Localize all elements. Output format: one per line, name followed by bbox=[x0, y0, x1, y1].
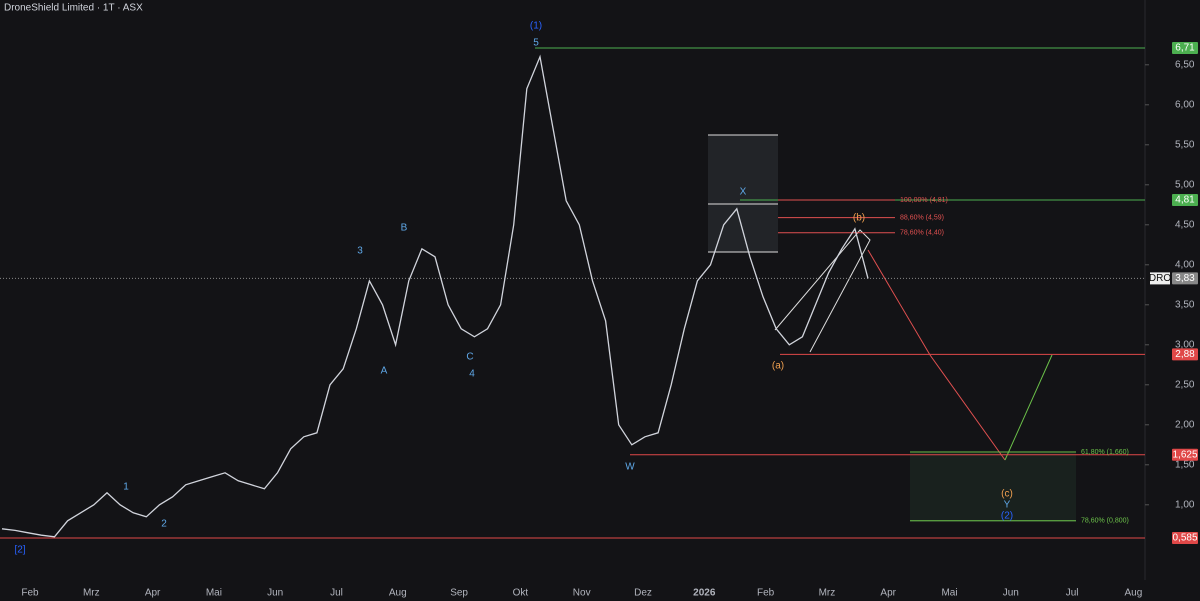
y-tick-label: 6,50 bbox=[1175, 59, 1195, 70]
wave-label: [2] bbox=[14, 545, 25, 556]
x-tick-label: Okt bbox=[513, 588, 529, 599]
y-tick-label: 3,00 bbox=[1175, 339, 1195, 350]
wave-label: (2) bbox=[1001, 511, 1013, 522]
x-tick-label: Nov bbox=[573, 588, 591, 599]
x-tick-label: Sep bbox=[450, 588, 468, 599]
ticker-tag bbox=[1150, 272, 1170, 285]
price-tag bbox=[1172, 448, 1198, 461]
x-tick-label: Jul bbox=[1066, 588, 1079, 599]
x-tick-label: Aug bbox=[389, 588, 407, 599]
price-tag-label: 1,625 bbox=[1172, 449, 1197, 460]
y-tick-label: 1,50 bbox=[1175, 459, 1195, 470]
x-tick-label: Jul bbox=[330, 588, 343, 599]
x-tick-label: Mai bbox=[941, 588, 957, 599]
x-tick-label: Jun bbox=[1003, 588, 1019, 599]
y-tick-label: 5,50 bbox=[1175, 139, 1195, 150]
y-tick-label: 2,50 bbox=[1175, 379, 1195, 390]
projection-down bbox=[867, 249, 1006, 461]
wave-label: C bbox=[466, 352, 473, 363]
wave-label: A bbox=[381, 366, 388, 377]
price-tag bbox=[1172, 348, 1198, 361]
wave-label: 3 bbox=[357, 246, 363, 257]
fib-label: 88,60% (4,59) bbox=[900, 214, 944, 221]
ticker-label: DRO bbox=[1149, 273, 1171, 284]
x-tick-label: Feb bbox=[757, 588, 775, 599]
price-tag-label: 0,585 bbox=[1172, 533, 1197, 544]
y-tick-label: 3,50 bbox=[1175, 299, 1195, 310]
price-line bbox=[1, 54, 869, 538]
x-tick-label: Dez bbox=[634, 588, 652, 599]
y-tick-label: 4,50 bbox=[1175, 219, 1195, 230]
x-tick-label: Apr bbox=[145, 588, 161, 599]
wave-label: 4 bbox=[469, 369, 475, 380]
x-tick-label: Aug bbox=[1125, 588, 1143, 599]
y-tick-label: 5,00 bbox=[1175, 179, 1195, 190]
x-tick-label: Mrz bbox=[83, 588, 100, 599]
price-tag-label: 4,81 bbox=[1175, 195, 1195, 206]
target-box bbox=[910, 453, 1076, 522]
projection-up bbox=[1004, 354, 1053, 461]
price-tag bbox=[1172, 42, 1198, 54]
wave-label: B bbox=[401, 223, 408, 234]
price-tag bbox=[1172, 194, 1198, 206]
x-tick-label: Mrz bbox=[819, 588, 836, 599]
y-tick-label: 4,00 bbox=[1175, 259, 1195, 270]
fib-label: 78,60% (0,800) bbox=[1081, 518, 1129, 525]
fib-label: 78,60% (4,40) bbox=[900, 230, 944, 237]
y-tick-label: 2,00 bbox=[1175, 419, 1195, 430]
y-tick-label: 6,00 bbox=[1175, 99, 1195, 110]
price-tag bbox=[1172, 272, 1198, 285]
price-tag bbox=[1172, 532, 1198, 544]
wave-label: 5 bbox=[533, 38, 539, 49]
wave-label: (1) bbox=[530, 21, 542, 32]
price-tag-label: 3,83 bbox=[1175, 273, 1195, 284]
wave-label: 2 bbox=[161, 519, 167, 530]
x-tick-label: Apr bbox=[880, 588, 896, 599]
x-tick-label: Feb bbox=[21, 588, 39, 599]
wave-label: (a) bbox=[772, 361, 784, 372]
wave-label: Y bbox=[1004, 500, 1011, 511]
price-tag-label: 6,71 bbox=[1175, 43, 1195, 54]
fib-label: 100,00% (4,81) bbox=[900, 197, 948, 204]
price-tag-label: 2,88 bbox=[1175, 349, 1195, 360]
wave-label: W bbox=[625, 462, 635, 473]
x-tick-label: Jun bbox=[267, 588, 283, 599]
wave-label: X bbox=[740, 187, 747, 198]
x-tick-label: 2026 bbox=[693, 588, 716, 599]
wave-label: 1 bbox=[123, 482, 129, 493]
channel bbox=[774, 229, 871, 353]
wave-label: (b) bbox=[853, 213, 865, 224]
chart-title: DroneShield Limited · 1T · ASX bbox=[4, 3, 143, 14]
y-tick-label: 1,00 bbox=[1175, 499, 1195, 510]
x-tick-label: Mai bbox=[206, 588, 222, 599]
wave-label: (c) bbox=[1001, 489, 1013, 500]
fib-label: 61,80% (1,660) bbox=[1081, 449, 1129, 456]
